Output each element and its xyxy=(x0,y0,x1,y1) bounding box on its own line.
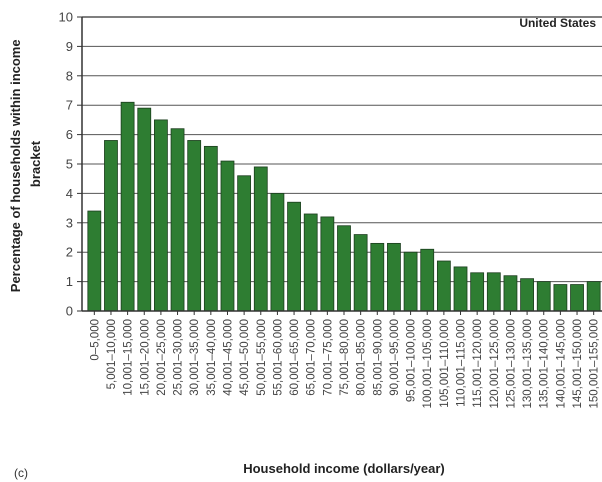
y-tick-label: 6 xyxy=(66,127,73,142)
x-tick-label: 35,001–40,000 xyxy=(206,319,218,396)
y-tick-label: 2 xyxy=(66,245,73,260)
y-axis-label: Percentage of households within income b… xyxy=(8,36,43,292)
x-tick-label: 100,001–105,000 xyxy=(422,319,434,409)
y-tick-label: 0 xyxy=(66,304,73,319)
region-annotation: United States xyxy=(519,16,596,30)
bar xyxy=(436,260,451,312)
bar xyxy=(170,128,185,312)
bars xyxy=(87,101,601,312)
x-tick-label: 40,001–45,000 xyxy=(222,319,234,396)
bar xyxy=(403,251,418,312)
y-tick-label: 9 xyxy=(66,39,73,54)
x-tick-label: 5,001–10,000 xyxy=(106,319,118,389)
x-tick-label: 140,001–145,000 xyxy=(555,319,567,409)
bar xyxy=(520,278,534,312)
x-tick-label: 105,001–110,000 xyxy=(439,319,451,408)
x-tick-label: 110,001–115,000 xyxy=(456,319,468,407)
bar xyxy=(586,281,601,312)
x-tick-label: 145,001–150,000 xyxy=(572,319,584,409)
x-tick-label: 125,001–130,000 xyxy=(505,319,517,409)
x-tick-label: 25,001–30,000 xyxy=(173,319,185,396)
y-ticks: 0 1 2 3 4 5 6 7 8 9 10 xyxy=(59,10,82,319)
x-tick-label: 20,001–25,000 xyxy=(156,319,168,396)
bar xyxy=(353,234,368,312)
x-ticks: 0–5,000 5,001–10,000 10,001–15,000 15,001–2… xyxy=(89,311,601,409)
bar xyxy=(220,160,235,312)
x-axis-label: Household income (dollars/year) xyxy=(243,461,445,476)
x-tick-label: 30,001–35,000 xyxy=(189,319,201,396)
x-tick-label: 45,001–50,000 xyxy=(239,319,251,396)
bar xyxy=(87,210,102,312)
bar xyxy=(203,145,218,312)
x-tick-label: 15,001–20,000 xyxy=(139,319,151,396)
x-tick-label: 75,001–80,000 xyxy=(339,319,351,396)
bar xyxy=(320,216,335,312)
y-axis-label-line-2: bracket xyxy=(28,140,43,187)
bar xyxy=(370,242,385,312)
x-tick-label: 50,001–55,000 xyxy=(256,319,268,396)
bar xyxy=(120,101,135,312)
x-tick-label: 150,001–155,000 xyxy=(589,319,601,409)
bar xyxy=(503,275,518,312)
x-tick-label: 65,001–70,000 xyxy=(306,319,318,396)
bar xyxy=(553,284,568,312)
y-tick-label: 3 xyxy=(66,215,73,230)
y-tick-label: 10 xyxy=(59,10,73,25)
bar xyxy=(570,284,584,312)
bar xyxy=(303,213,318,312)
x-tick-label: 80,001–85,000 xyxy=(356,319,368,396)
x-tick-label: 70,001–75,000 xyxy=(322,319,334,396)
x-tick-label: 115,001–120,000 xyxy=(472,319,484,408)
x-tick-label: 130,001–135,000 xyxy=(522,319,534,409)
y-tick-label: 4 xyxy=(66,186,73,201)
y-tick-label: 8 xyxy=(66,68,73,83)
x-tick-label: 55,001–60,000 xyxy=(272,319,284,396)
bar xyxy=(187,140,202,312)
bar xyxy=(253,166,268,312)
x-tick-label: 120,001–125,000 xyxy=(489,319,501,409)
x-tick-label: 60,001–65,000 xyxy=(289,319,301,396)
y-tick-label: 7 xyxy=(66,98,73,113)
bar xyxy=(470,272,485,312)
bar xyxy=(270,192,285,312)
x-tick-label: 10,001–15,000 xyxy=(123,319,135,396)
bar xyxy=(536,281,551,312)
y-tick-label: 5 xyxy=(66,157,73,172)
bar xyxy=(387,242,401,312)
bar xyxy=(104,140,118,312)
bar xyxy=(137,107,152,312)
y-axis-label-line-1: Percentage of households within income xyxy=(8,39,23,292)
bar xyxy=(337,225,351,312)
bar xyxy=(453,266,468,312)
bar xyxy=(237,175,252,312)
x-tick-label: 0–5,000 xyxy=(89,319,101,361)
bar xyxy=(420,248,435,312)
bar xyxy=(486,272,501,312)
x-tick-label: 135,001–140,000 xyxy=(539,319,551,409)
bar xyxy=(154,119,168,312)
x-tick-label: 90,001–95,000 xyxy=(389,319,401,396)
bar xyxy=(287,201,301,312)
x-tick-label: 95,001–100,000 xyxy=(406,319,418,402)
panel-label: (c) xyxy=(14,466,28,480)
x-tick-label: 85,001–90,000 xyxy=(372,319,384,396)
y-tick-label: 1 xyxy=(66,274,73,289)
